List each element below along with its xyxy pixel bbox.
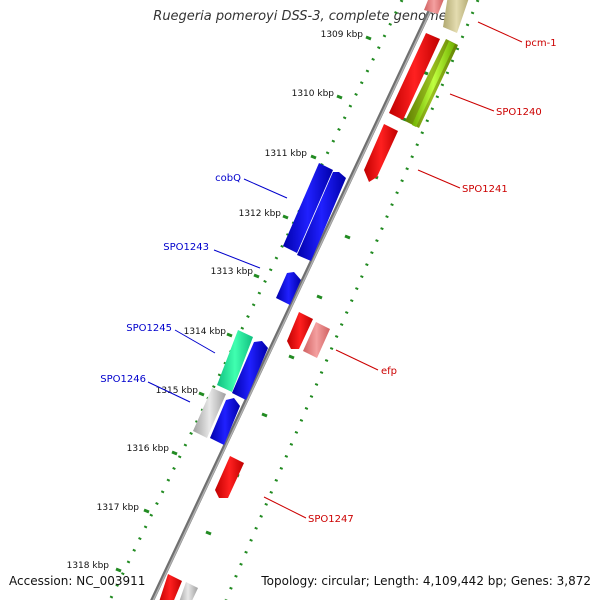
- gene-bottom-gray[interactable]: [178, 582, 198, 600]
- accession-text: Accession: NC_003911: [9, 574, 146, 588]
- tick-label: 1311 kbp: [265, 149, 308, 159]
- gene-spo1247[interactable]: [215, 456, 244, 498]
- inner-tick-d: [344, 234, 351, 240]
- label-leaders: [147, 21, 523, 519]
- gene-spo1239[interactable]: [389, 33, 440, 120]
- inner-tick-i: [205, 530, 212, 536]
- gene-spo1240-b[interactable]: [412, 41, 455, 127]
- inner-tick-g: [261, 412, 268, 418]
- leader-spo1245: [174, 329, 216, 354]
- label-pcm1[interactable]: pcm-1: [525, 38, 557, 49]
- leader-spo1240: [449, 93, 495, 112]
- gene-pcm1-b[interactable]: [443, 0, 470, 33]
- tick-label: 1316 kbp: [127, 444, 170, 454]
- gene-spo1245[interactable]: [217, 330, 253, 392]
- gene-bottom-red[interactable]: [158, 574, 182, 600]
- gene-cobq-2[interactable]: [297, 172, 346, 261]
- leader-spo1246: [147, 381, 191, 403]
- gene-labels: pcm-1 SPO1240 SPO1241 efp SPO1247 cobQ S…: [100, 38, 556, 525]
- leader-spo1243: [213, 249, 261, 269]
- label-spo1240[interactable]: SPO1240: [496, 107, 542, 118]
- tick-1312: [282, 214, 289, 220]
- gene-efp[interactable]: [303, 322, 330, 358]
- gene-spo1244[interactable]: [232, 341, 268, 400]
- label-spo1246[interactable]: SPO1246: [100, 374, 146, 385]
- tick-1310: [336, 94, 343, 100]
- genome-backbone-highlight: [152, 0, 437, 600]
- tick-label: 1318 kbp: [67, 561, 110, 571]
- label-efp[interactable]: efp: [381, 366, 397, 377]
- gene-cobq[interactable]: [283, 163, 333, 253]
- inner-tick-f: [288, 354, 295, 360]
- gene-spo1246[interactable]: [193, 388, 226, 438]
- map-title: Ruegeria pomeroyi DSS-3, complete genome: [153, 9, 447, 24]
- tick-1318: [115, 567, 122, 573]
- genome-backbone: [150, 0, 437, 600]
- outer-dotted-track: [108, 0, 404, 600]
- tick-1314: [226, 332, 233, 338]
- inner-tick-e: [316, 294, 323, 300]
- tick-label: 1309 kbp: [321, 30, 364, 40]
- tick-label: 1317 kbp: [97, 503, 140, 513]
- leader-efp: [335, 349, 379, 371]
- gene-spo1246b[interactable]: [210, 398, 240, 445]
- label-spo1247[interactable]: SPO1247: [308, 514, 354, 525]
- gene-spo1242[interactable]: [287, 312, 313, 349]
- leader-pcm1: [477, 21, 523, 43]
- tick-1317: [143, 508, 150, 514]
- gene-spo1243[interactable]: [276, 272, 301, 305]
- tick-label: 1314 kbp: [184, 327, 227, 337]
- tick-1309: [365, 35, 372, 41]
- tick-1316: [171, 450, 178, 456]
- gene-spo1241[interactable]: [364, 124, 398, 182]
- tick-1313: [253, 273, 260, 279]
- tick-labels: 1309 kbp 1310 kbp 1311 kbp 1312 kbp 1313…: [67, 30, 364, 571]
- label-cobq[interactable]: cobQ: [215, 173, 241, 184]
- reverse-genes: [158, 0, 470, 600]
- genome-summary-text: Topology: circular; Length: 4,109,442 bp…: [261, 574, 591, 588]
- leader-spo1247: [263, 496, 307, 519]
- tick-label: 1315 kbp: [156, 386, 199, 396]
- label-spo1243[interactable]: SPO1243: [163, 242, 209, 253]
- tick-label: 1310 kbp: [292, 89, 335, 99]
- forward-genes: [193, 163, 346, 445]
- tick-label: 1312 kbp: [239, 209, 282, 219]
- inner-dotted-track: [224, 0, 480, 600]
- tick-1315: [198, 391, 205, 397]
- label-spo1245[interactable]: SPO1245: [126, 323, 172, 334]
- leader-spo1241: [417, 169, 461, 189]
- tick-1311: [310, 154, 317, 160]
- tick-label: 1313 kbp: [211, 267, 254, 277]
- label-spo1241[interactable]: SPO1241: [462, 184, 508, 195]
- leader-cobq: [243, 178, 288, 199]
- gene-pcm1-a[interactable]: [424, 0, 444, 14]
